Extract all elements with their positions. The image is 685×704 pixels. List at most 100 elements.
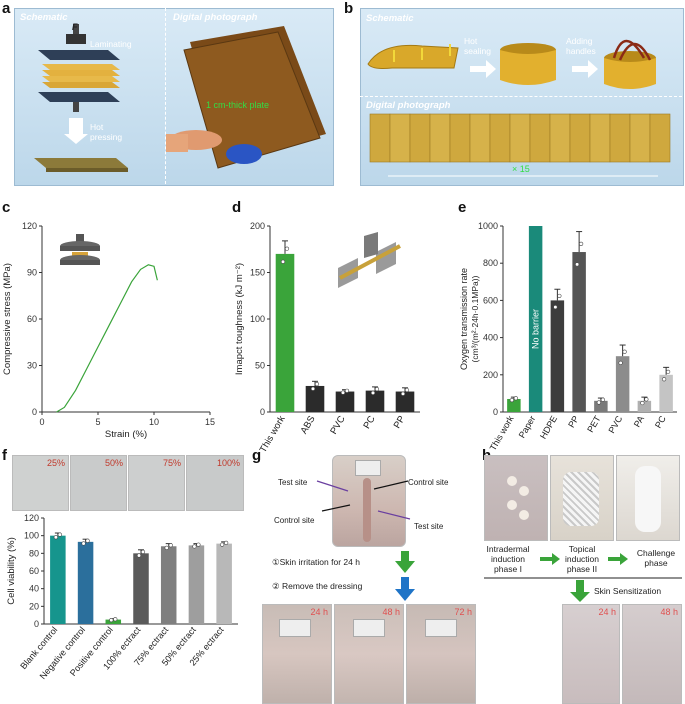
f-y-tick-label: 120: [24, 513, 39, 523]
arrow-icon-1: [470, 60, 496, 78]
handle-1: [612, 39, 646, 59]
bag-photo-9: [529, 113, 551, 163]
e-point-5-a: [618, 360, 623, 365]
d-point-0-b: [284, 246, 290, 251]
d-point-4-b: [404, 387, 410, 393]
e-y-tick-label: 400: [483, 333, 498, 343]
d-bar-3: [365, 390, 385, 412]
e-category-label-7: PC: [653, 414, 668, 430]
bag-count-note: × 15: [512, 164, 530, 174]
hot-pressing-label-2: pressing: [90, 132, 122, 142]
extract-percent-50: 50%: [104, 458, 123, 468]
c-y-tick-label: 120: [22, 221, 37, 231]
c-y-tick-label: 90: [27, 268, 37, 278]
e-category-label-0: This work: [488, 414, 516, 453]
d-bar-1: [305, 385, 325, 412]
e-category-label-3: PP: [566, 414, 581, 429]
e-point-7-a: [662, 377, 667, 382]
d-category-label-2: PVC: [328, 414, 347, 437]
e-point-6-a: [640, 400, 645, 406]
pointer-control-left: [321, 504, 351, 512]
f-y-tick-label: 60: [29, 566, 39, 576]
handle-2: [618, 42, 652, 61]
panel-h-flow: Intradermal induction phase I Topical in…: [484, 544, 682, 602]
d-y-tick-label: 200: [250, 221, 265, 231]
bag-photo-13: [609, 113, 631, 163]
c-stress-strain-curve: [56, 264, 158, 413]
extract-photo-50: 50%: [70, 455, 127, 511]
extract-percent-100: 100%: [216, 458, 240, 468]
e-bar-6: [637, 400, 652, 412]
f-bar-2: [105, 619, 122, 624]
c-x-tick-label: 10: [149, 417, 159, 427]
adding-handles-1: Adding: [566, 36, 593, 46]
bag: [604, 58, 656, 89]
bag-photo-11: [569, 113, 591, 163]
chart-d: 0 50 100 150 200 This work ABS PVC PC PP Imapct to…: [234, 221, 420, 455]
panel-label-a: a: [2, 0, 11, 17]
e-category-label-4: PET: [585, 414, 603, 435]
extract-percent-75: 75%: [162, 458, 181, 468]
f-point-6-b: [224, 540, 229, 546]
down-arrow-blue: [395, 577, 415, 601]
e-y-tick-label: 200: [483, 370, 498, 380]
c-y-tick-label: 0: [32, 407, 37, 417]
e-y-tick-label: 600: [483, 295, 498, 305]
fixture-bottom-rim: [60, 260, 100, 265]
f-point-5-b: [196, 542, 201, 547]
panel-a-press-schematic: F Laminating Hot pressing: [34, 22, 132, 172]
pressed-plate: [34, 158, 128, 168]
e-y-axis-label-2: (cm³/(m²·24h·0.1MPa)): [470, 275, 480, 362]
no-barrier-label: No barrier: [531, 309, 541, 349]
f-y-axis-label: Cell viability (%): [6, 537, 17, 605]
f-bar-5: [188, 545, 205, 624]
phase1-line3: phase I: [494, 564, 522, 574]
phase3-photo: [616, 455, 680, 541]
d-category-label-4: PP: [392, 414, 408, 430]
f-point-0-a: [53, 535, 58, 540]
f-point-1-b: [85, 538, 90, 543]
panel-a-schematic-tag: Schematic: [20, 12, 68, 23]
bag-photo-12: [589, 113, 611, 163]
e-bar-4: [594, 400, 608, 412]
rat-back-photo: [332, 455, 406, 547]
d-category-label-0: This work: [258, 414, 288, 455]
bag-photo-8: [509, 113, 531, 163]
e-y-tick-label: 800: [483, 258, 498, 268]
hot-sealing-1: Hot: [464, 36, 478, 46]
down-arrow-icon: [64, 118, 88, 144]
e-bar-3: [572, 252, 586, 412]
e-point-5-b: [622, 349, 627, 354]
e-category-label-2: HDPE: [538, 414, 559, 441]
f-point-1-a: [81, 541, 86, 546]
e-bar-5: [615, 356, 630, 412]
d-bar-0: [275, 253, 295, 412]
bag-photo-5: [449, 113, 471, 163]
c-x-axis-label: Strain (%): [105, 429, 147, 440]
f-point-2-b: [113, 617, 118, 622]
down-arrow-green: [395, 551, 415, 573]
d-point-2-a: [340, 390, 346, 395]
d-category-label-1: ABS: [299, 414, 318, 436]
panel-g-annotations: Test site Control site Control site Test…: [272, 478, 449, 601]
d-y-tick-label: 100: [250, 314, 265, 324]
e-point-7-b: [666, 369, 671, 374]
force-label: F: [72, 22, 78, 32]
d-bar-4: [395, 391, 415, 412]
bag-row: [369, 113, 671, 163]
d-y-tick-label: 150: [250, 268, 265, 278]
e-point-6-b: [644, 397, 649, 402]
f-bar-3: [133, 553, 149, 624]
panel-label-g: g: [252, 447, 262, 464]
e-point-2-b: [557, 293, 562, 299]
cylinder: [500, 50, 556, 85]
bag-photo-7: [489, 113, 511, 163]
time-48h: 48 h: [382, 607, 400, 617]
d-point-3-a: [370, 390, 376, 395]
rat-photo-72h: 72 h: [406, 604, 476, 704]
bag-photo-4: [429, 113, 451, 163]
sensitization-photo-24h: 24 h: [562, 604, 620, 704]
sens-time-48h: 48 h: [660, 607, 678, 617]
d-point-1-b: [314, 382, 320, 387]
laminate-layers: [42, 64, 120, 88]
